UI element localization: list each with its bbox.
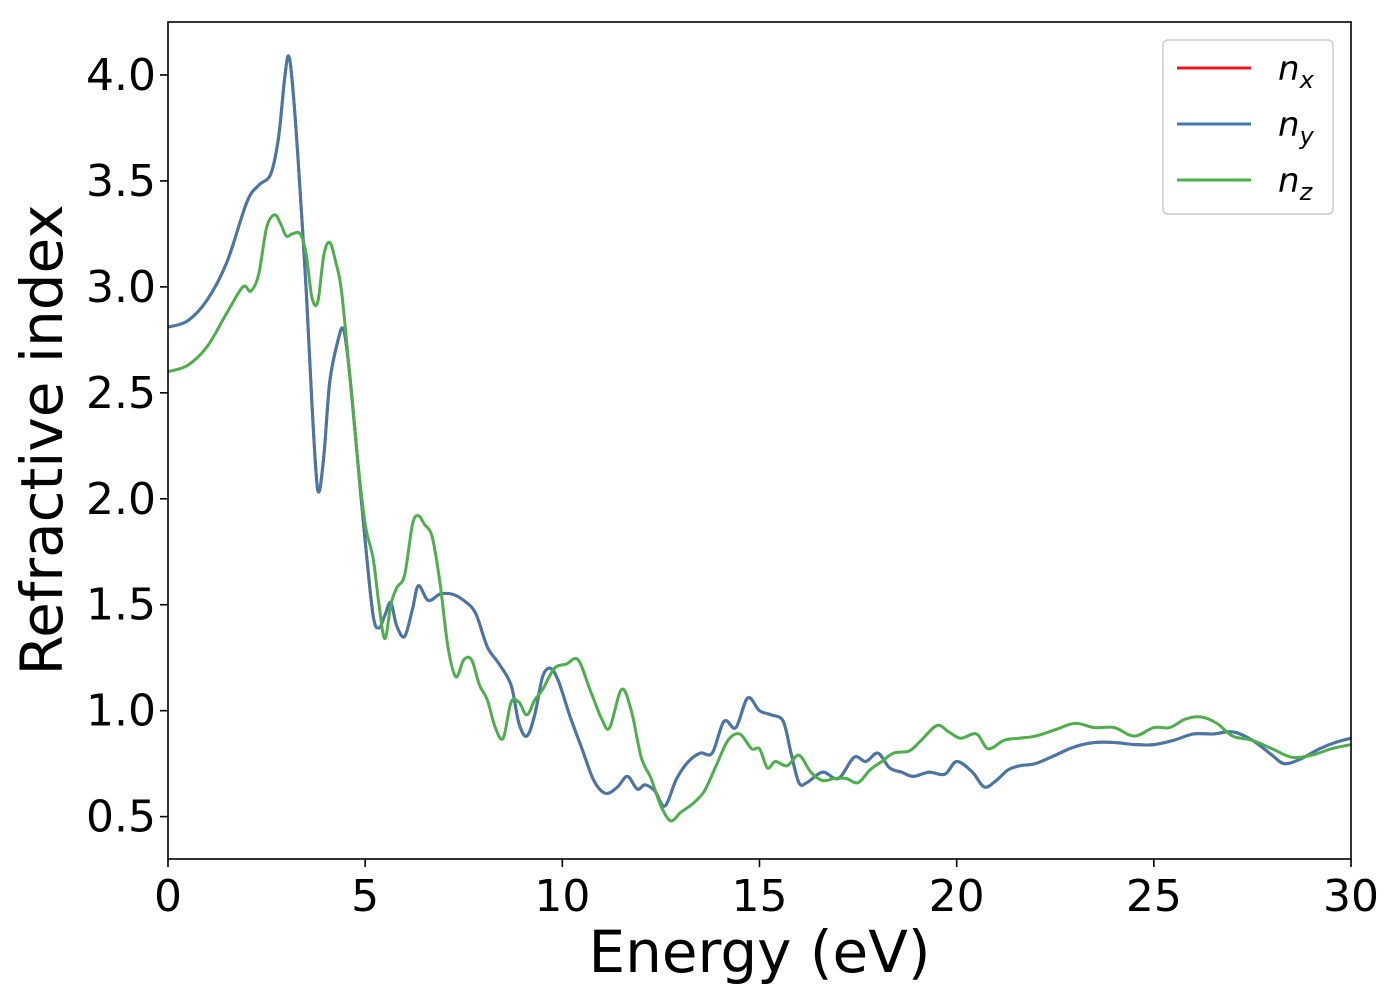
legend-label-z: nz	[1278, 161, 1314, 206]
y-tick-label: 4.0	[86, 50, 156, 101]
x-tick-label: 0	[154, 871, 182, 922]
x-tick-label: 5	[351, 871, 379, 922]
series-line-z	[168, 213, 1351, 823]
x-tick-label: 15	[732, 871, 788, 922]
x-tick-label: 30	[1323, 871, 1379, 922]
series-line-y	[168, 54, 1351, 808]
x-axis-title: Energy (eV)	[588, 918, 930, 986]
legend: nx ny nz	[1162, 39, 1334, 215]
y-tick-label: 0.5	[86, 792, 156, 843]
x-tick-label: 25	[1126, 871, 1182, 922]
series-layer	[168, 54, 1351, 823]
x-axis-ticks: 0 5 10 15 20 25 30	[154, 859, 1379, 922]
legend-box	[1162, 39, 1334, 215]
y-axis-title: Refractive index	[8, 204, 76, 675]
y-tick-label: 2.5	[86, 368, 156, 419]
y-tick-label: 3.5	[86, 156, 156, 207]
y-tick-label: 2.0	[86, 474, 156, 525]
legend-label-y: ny	[1278, 105, 1315, 150]
x-tick-label: 20	[929, 871, 985, 922]
y-tick-label: 3.0	[86, 262, 156, 313]
y-tick-label: 1.5	[86, 580, 156, 631]
y-axis-ticks: 0.5 1.0 1.5 2.0 2.5 3.0 3.5 4.0	[86, 50, 168, 843]
legend-label-x: nx	[1278, 49, 1315, 94]
y-tick-label: 1.0	[86, 686, 156, 737]
x-tick-label: 10	[534, 871, 590, 922]
